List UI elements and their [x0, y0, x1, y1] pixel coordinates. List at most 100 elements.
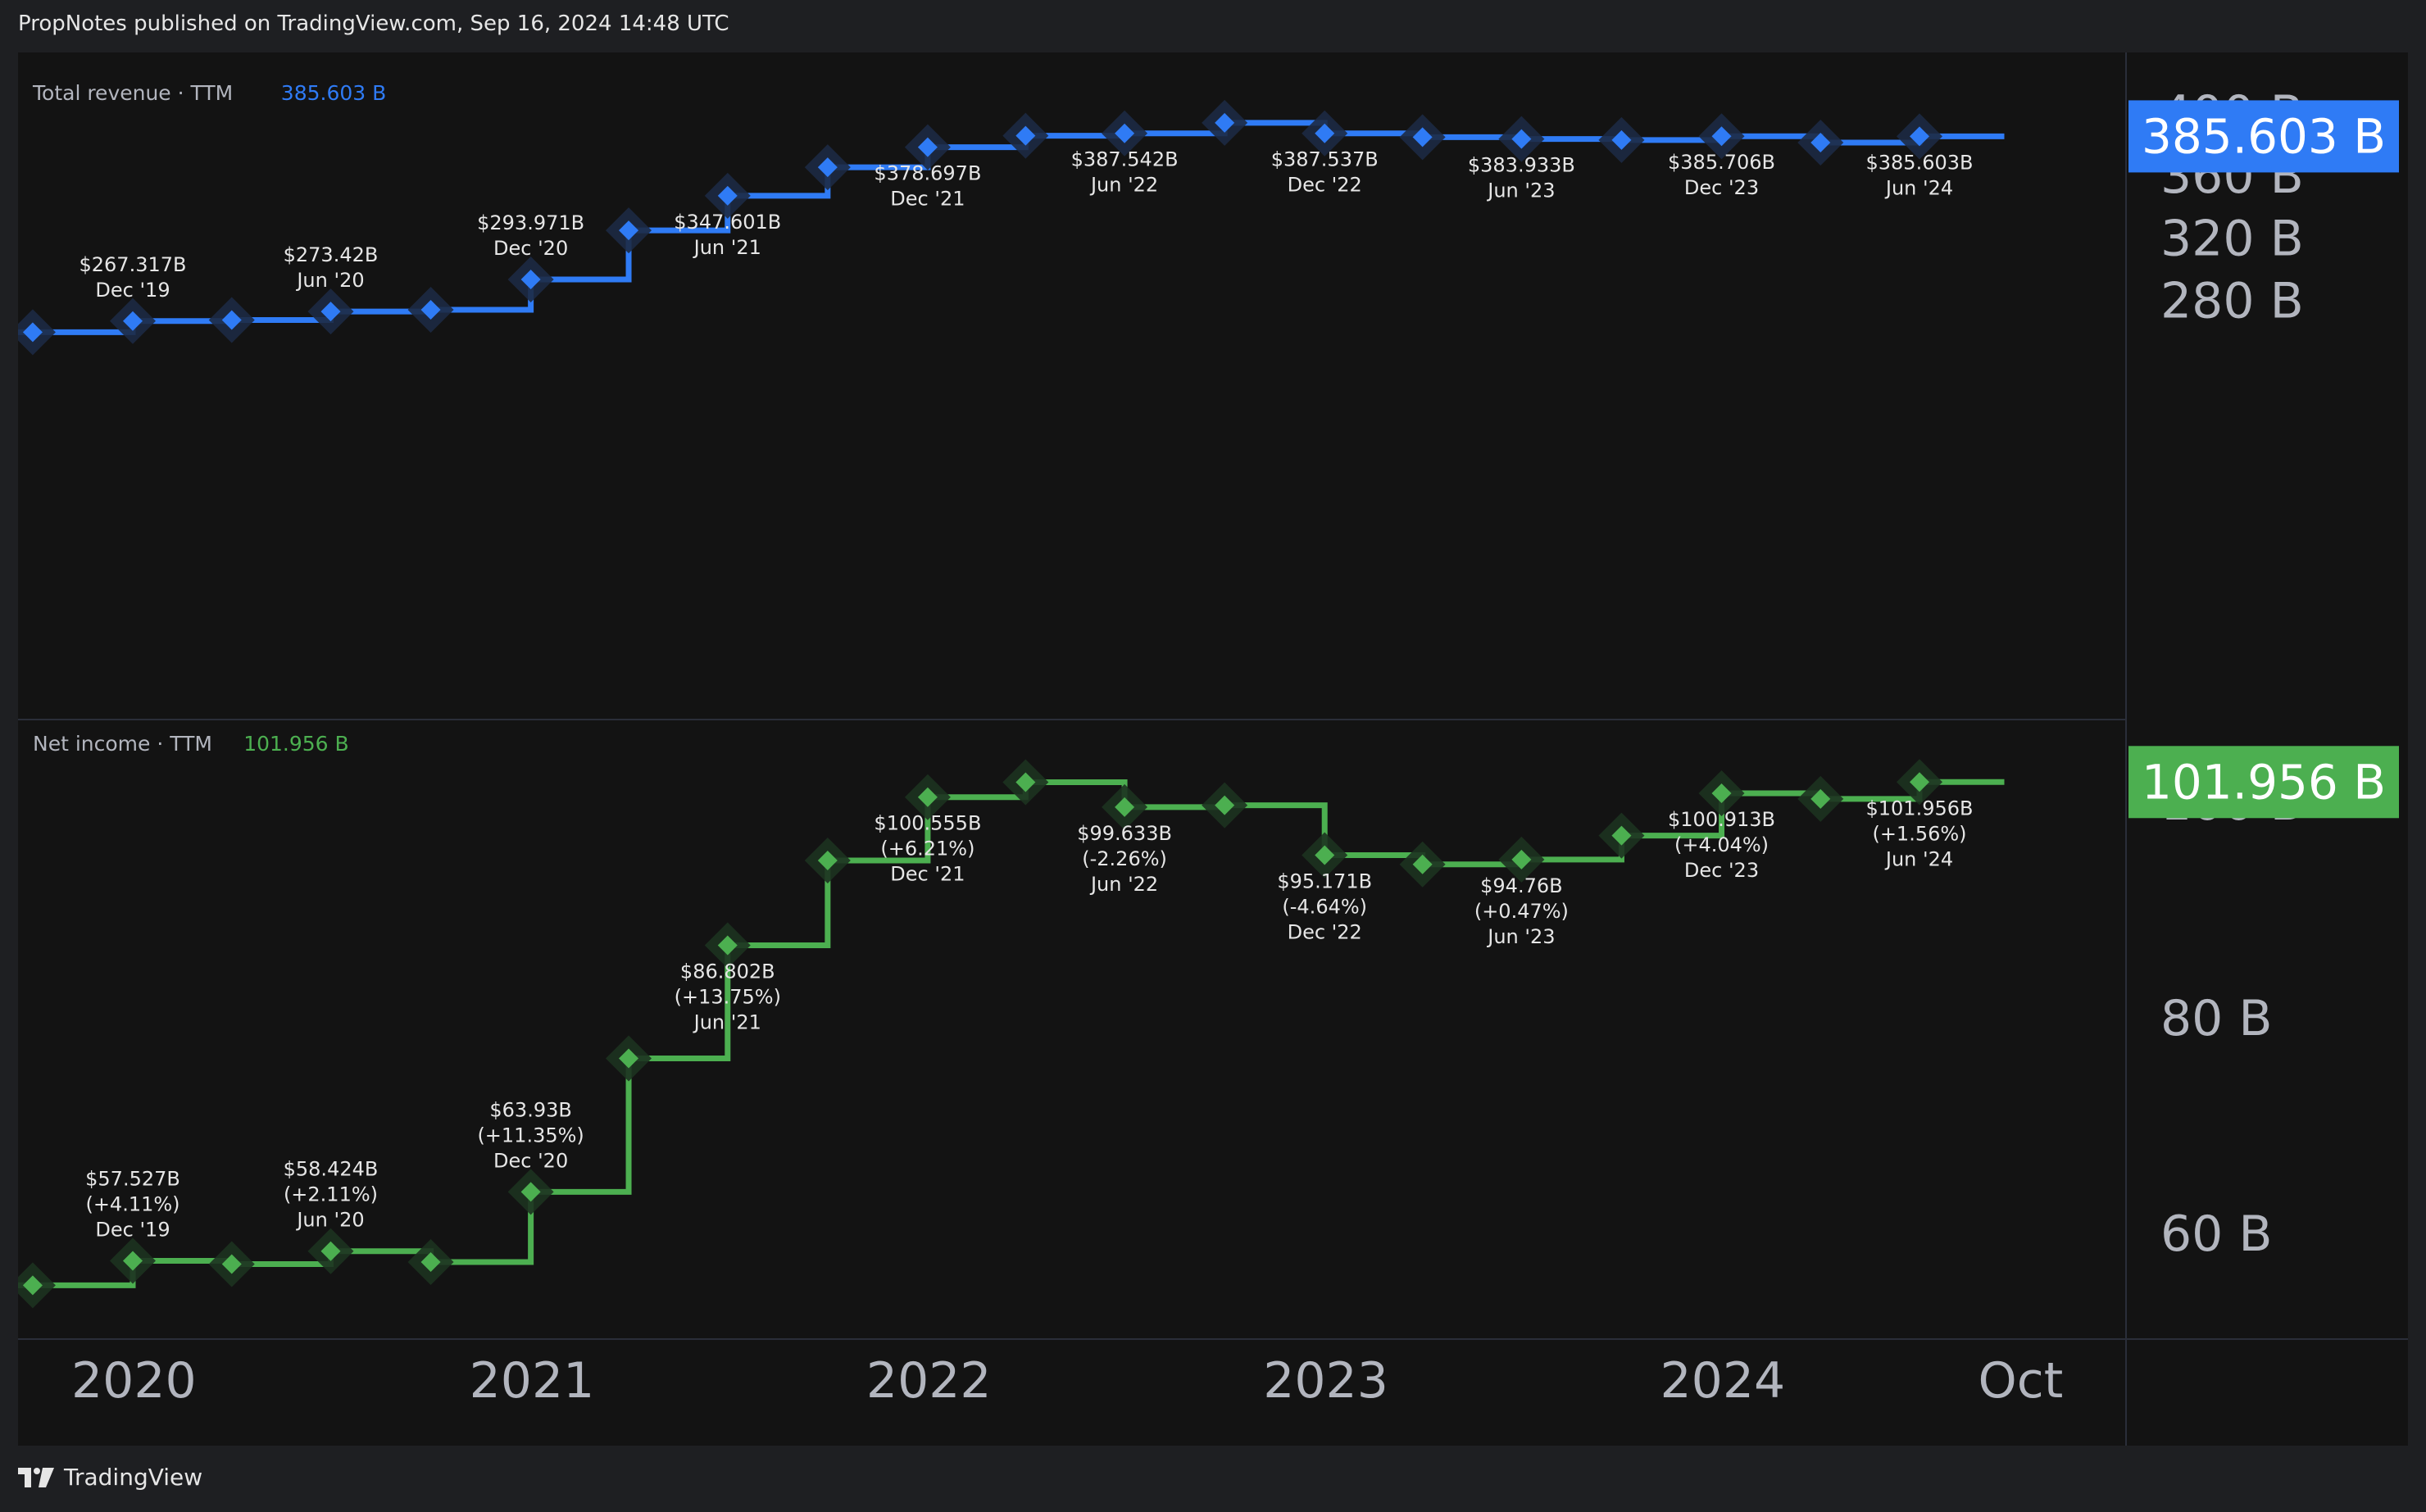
brand-label: TradingView [64, 1464, 203, 1491]
data-point-marker[interactable] [320, 302, 341, 322]
data-label: (+1.56%) [1872, 822, 1966, 845]
publish-info: PropNotes published on TradingView.com, … [18, 11, 729, 36]
data-point-marker[interactable] [1412, 854, 1433, 874]
data-label: Dec '19 [95, 1219, 170, 1242]
data-point-marker[interactable] [619, 220, 639, 241]
data-label: $63.93B [489, 1098, 571, 1121]
data-point-marker[interactable] [1711, 783, 1732, 803]
data-label: Jun '21 [693, 1011, 761, 1034]
data-label: $95.171B [1277, 870, 1372, 893]
time-axis[interactable]: 2020 2021 2022 2023 2024 Oct [71, 1352, 2063, 1410]
data-point-marker[interactable] [1412, 127, 1433, 148]
data-label: $387.537B [1271, 148, 1379, 171]
data-point-marker[interactable] [1910, 772, 1929, 792]
price-tick-label: 80 B [2160, 990, 2273, 1047]
footer-bar: TradingView [0, 1446, 2426, 1512]
data-label: $273.42B [284, 243, 379, 266]
data-point-marker[interactable] [22, 322, 43, 343]
data-point-marker[interactable] [1611, 129, 1632, 150]
data-label: (+4.04%) [1674, 833, 1769, 856]
data-label: (+13.75%) [675, 986, 781, 1009]
data-point-marker[interactable] [717, 185, 738, 206]
data-label: $99.633B [1077, 822, 1172, 845]
data-label: (+0.47%) [1474, 900, 1569, 923]
data-point-marker[interactable] [717, 935, 738, 956]
data-label: Jun '23 [1486, 179, 1555, 202]
data-label: $383.933B [1468, 154, 1575, 177]
data-label: $378.697B [874, 162, 981, 185]
data-label: (+2.11%) [284, 1183, 378, 1206]
time-tick-label: 2021 [470, 1352, 595, 1410]
data-label: $347.601B [674, 211, 781, 234]
data-label: $267.317B [80, 253, 187, 276]
price-tick-label: 320 B [2160, 210, 2304, 267]
data-label: Jun '20 [295, 269, 364, 292]
data-point-marker[interactable] [1511, 849, 1532, 870]
data-point-marker[interactable] [1511, 129, 1532, 149]
data-label: Jun '24 [1884, 847, 1953, 870]
data-label: Dec '23 [1684, 859, 1759, 882]
data-point-marker[interactable] [1115, 123, 1135, 143]
tradingview-logo-icon [18, 1467, 54, 1487]
data-label: $94.76B [1480, 874, 1562, 897]
pane-legend-title: Total revenue · TTM [32, 81, 233, 105]
data-point-marker[interactable] [817, 157, 838, 178]
data-point-marker[interactable] [1015, 772, 1036, 792]
data-point-marker[interactable] [420, 300, 441, 320]
price-tick-label: 280 B [2160, 273, 2304, 330]
data-point-marker[interactable] [221, 310, 242, 330]
data-label: Jun '22 [1089, 174, 1158, 197]
data-label: $293.971B [477, 211, 584, 234]
data-label: Jun '22 [1089, 873, 1158, 896]
data-label: Dec '21 [890, 863, 965, 886]
data-point-marker[interactable] [619, 1048, 639, 1069]
data-label: (-4.64%) [1282, 896, 1367, 919]
data-point-marker[interactable] [1015, 125, 1036, 146]
data-point-marker[interactable] [1611, 825, 1632, 846]
current-value-label: 385.603 B [2142, 108, 2386, 164]
data-point-marker[interactable] [123, 1251, 143, 1271]
time-tick-label: Oct [1979, 1352, 2064, 1410]
data-point-marker[interactable] [520, 1182, 541, 1202]
tradingview-brand[interactable]: TradingView [18, 1464, 202, 1491]
data-label: $57.527B [85, 1168, 180, 1191]
data-point-marker[interactable] [1711, 126, 1732, 147]
data-label: $385.603B [1866, 151, 1974, 174]
data-point-marker[interactable] [817, 850, 838, 870]
data-label: $100.913B [1668, 808, 1775, 831]
data-point-marker[interactable] [1115, 797, 1135, 817]
current-value-badge [2128, 100, 2399, 173]
data-label: $385.706B [1668, 151, 1775, 174]
pane-legend-value: 385.603 B [281, 81, 386, 105]
data-label: (+4.11%) [85, 1193, 179, 1216]
data-point-marker[interactable] [123, 311, 143, 331]
data-label: Dec '22 [1288, 174, 1362, 197]
data-point-marker[interactable] [1810, 133, 1831, 153]
data-label: Dec '23 [1684, 176, 1759, 199]
data-point-marker[interactable] [917, 137, 938, 157]
data-label: Jun '23 [1486, 925, 1555, 948]
data-label: (+6.21%) [880, 838, 974, 860]
data-point-marker[interactable] [1315, 123, 1335, 143]
data-point-marker[interactable] [1910, 126, 1929, 147]
data-point-marker[interactable] [1215, 795, 1235, 815]
data-point-marker[interactable] [1315, 845, 1335, 865]
data-point-marker[interactable] [22, 1275, 43, 1296]
data-point-marker[interactable] [221, 1254, 242, 1274]
data-label: $100.555B [874, 812, 981, 835]
data-point-marker[interactable] [420, 1252, 441, 1273]
current-value-label: 101.956 B [2142, 754, 2386, 810]
current-value-badge [2128, 746, 2399, 819]
data-point-marker[interactable] [520, 269, 541, 289]
data-point-marker[interactable] [1810, 788, 1831, 809]
data-label: $58.424B [284, 1158, 379, 1181]
data-point-marker[interactable] [1215, 112, 1235, 133]
data-point-marker[interactable] [917, 787, 938, 807]
data-label: (-2.26%) [1082, 847, 1167, 870]
data-point-marker[interactable] [320, 1241, 341, 1261]
data-label: Jun '24 [1884, 176, 1953, 199]
